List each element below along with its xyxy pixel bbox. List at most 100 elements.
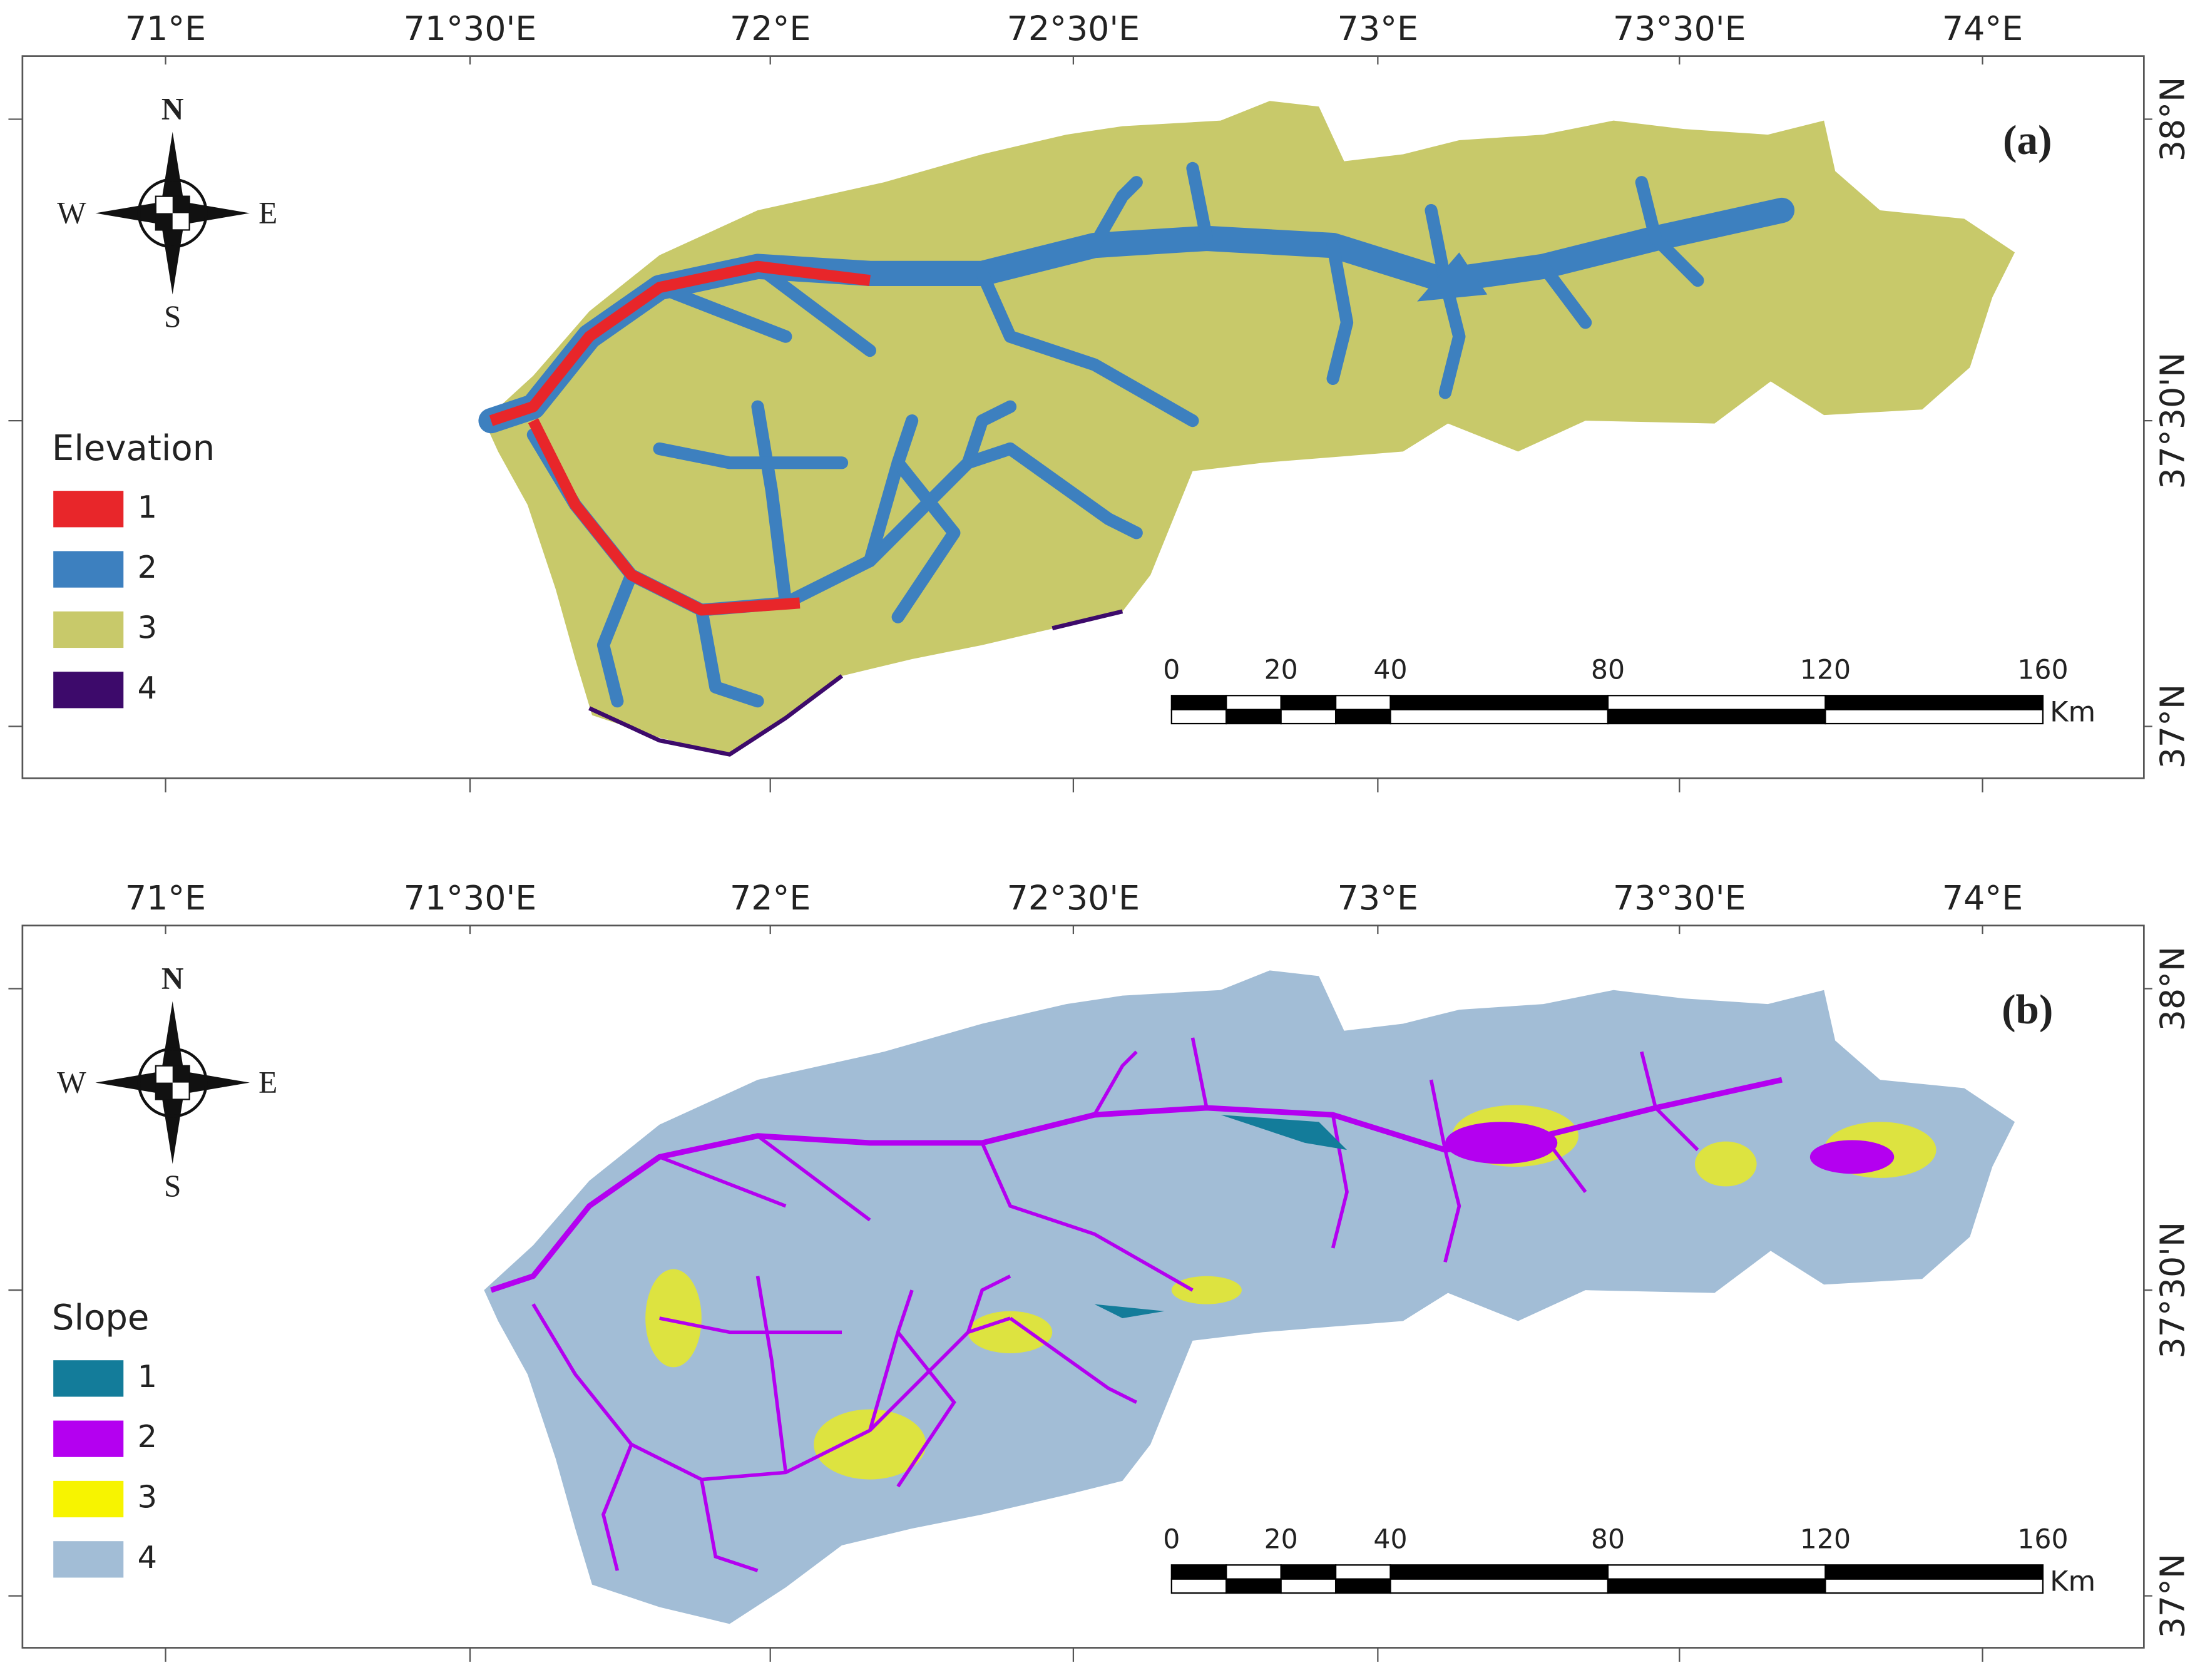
longitude-label: 73°E xyxy=(1338,9,1418,48)
legend-label: 4 xyxy=(138,670,157,706)
steep-channel xyxy=(1331,1114,1349,1249)
scale-label: 20 xyxy=(1264,655,1298,686)
scale-label: 20 xyxy=(1264,1524,1298,1555)
steep-channel xyxy=(1443,1149,1461,1263)
scale-unit: Km xyxy=(2050,695,2095,728)
legend-title: Elevation xyxy=(52,428,215,469)
flat-area xyxy=(1094,1115,1348,1318)
valley xyxy=(1186,161,1213,245)
longitude-label: 71°E xyxy=(125,9,206,48)
compass-arm xyxy=(95,202,161,225)
scale-segment xyxy=(1824,1578,2044,1594)
scale-label: 40 xyxy=(1373,1524,1407,1555)
valley xyxy=(1417,252,1488,302)
scale-segment xyxy=(1607,1564,1826,1580)
longitude-label: 71°E xyxy=(125,878,206,918)
longitude-label: 73°E xyxy=(1338,878,1418,918)
legend-swatch xyxy=(53,1360,124,1397)
valley xyxy=(695,603,764,708)
compass-center xyxy=(172,196,190,213)
scale-label: 0 xyxy=(1163,655,1180,686)
scale-segment xyxy=(1225,1578,1282,1594)
scale-segment xyxy=(1389,1578,1609,1594)
longitude-label: 72°30'E xyxy=(1007,878,1140,918)
valley xyxy=(1635,176,1662,245)
compass-arm xyxy=(183,1071,250,1094)
legend-label: 1 xyxy=(138,489,157,525)
panel-label: (b) xyxy=(2002,986,2053,1033)
scale-segment xyxy=(1280,695,1337,710)
scale-label: 0 xyxy=(1163,1524,1180,1555)
compass-center xyxy=(155,1082,173,1100)
legend-swatch xyxy=(53,1541,124,1578)
longitude-label: 74°E xyxy=(1942,9,2023,48)
slope-patch xyxy=(1694,1141,1757,1187)
legend-swatch xyxy=(53,491,124,528)
panel-label: (a) xyxy=(2003,116,2052,163)
scale-segment xyxy=(1280,709,1337,725)
valley xyxy=(751,260,876,357)
scale-segment xyxy=(1170,1564,1227,1580)
compass-arm xyxy=(161,224,184,295)
slope-patch xyxy=(968,1311,1053,1353)
legend-label: 1 xyxy=(138,1358,157,1395)
steep-channel xyxy=(659,1316,842,1334)
compass-w: W xyxy=(57,195,86,230)
basin-edge xyxy=(588,609,1123,757)
slope-patch xyxy=(1171,1276,1242,1304)
legend-swatch xyxy=(53,611,124,648)
steep-patch xyxy=(1445,1122,1558,1164)
valley xyxy=(1537,260,1592,329)
steep-patch xyxy=(1809,1140,1895,1174)
steep-channel xyxy=(1429,1079,1447,1150)
scale-segment xyxy=(1389,1564,1609,1580)
valley xyxy=(653,442,849,469)
legend-swatch xyxy=(53,672,124,709)
compass-e: E xyxy=(258,1065,277,1099)
steep-channel xyxy=(1654,1106,1699,1152)
scale-segment xyxy=(1334,1578,1391,1594)
compass-n: N xyxy=(161,961,184,996)
map-panel: 71°E 71°30'E 72°E 72°30'E 73°E 73°30'E 74°E 38°… xyxy=(8,9,2192,792)
longitude-label: 72°30'E xyxy=(1007,9,1140,48)
steep-channel xyxy=(755,1276,788,1473)
legend-swatch xyxy=(53,1480,124,1518)
scale-label: 160 xyxy=(2017,1524,2068,1555)
legend-title: Slope xyxy=(52,1298,149,1338)
scale-segment xyxy=(1607,1578,1826,1594)
steep-channel xyxy=(980,1142,1194,1292)
compass-arm xyxy=(161,1001,184,1072)
longitude-label: 71°30'E xyxy=(404,9,537,48)
scale-segment xyxy=(1280,1578,1337,1594)
compass-arm xyxy=(95,1071,161,1094)
steep-channel xyxy=(966,1274,1011,1333)
compass-arm xyxy=(183,202,250,225)
scale-label: 80 xyxy=(1591,655,1625,686)
valley xyxy=(751,400,792,610)
steep-channel xyxy=(896,1331,956,1488)
compass-arm xyxy=(161,131,184,202)
steep-channel xyxy=(601,1443,633,1571)
latitude-label: 38°N xyxy=(2152,946,2192,1031)
legend-swatch xyxy=(53,551,124,588)
steep-channel xyxy=(1190,1037,1209,1109)
scale-segment xyxy=(1607,695,1826,710)
valley xyxy=(891,456,961,623)
compass-s: S xyxy=(164,1169,181,1203)
latitude-label: 37°N xyxy=(2152,684,2192,769)
longitude-label: 73°30'E xyxy=(1613,878,1746,918)
latitude-label: 37°N xyxy=(2152,1554,2192,1638)
steep-channel xyxy=(700,1479,759,1572)
scale-label: 120 xyxy=(1800,1524,1851,1555)
legend-label: 3 xyxy=(138,609,157,645)
compass-center xyxy=(155,213,173,230)
compass: N S W E xyxy=(57,92,277,334)
scale-segment xyxy=(1824,695,2044,710)
scale-segment xyxy=(1607,709,1826,725)
steep-channel xyxy=(1093,1050,1138,1116)
valley xyxy=(1088,176,1143,252)
legend-label: 3 xyxy=(138,1478,157,1515)
legend-label: 4 xyxy=(138,1539,157,1575)
